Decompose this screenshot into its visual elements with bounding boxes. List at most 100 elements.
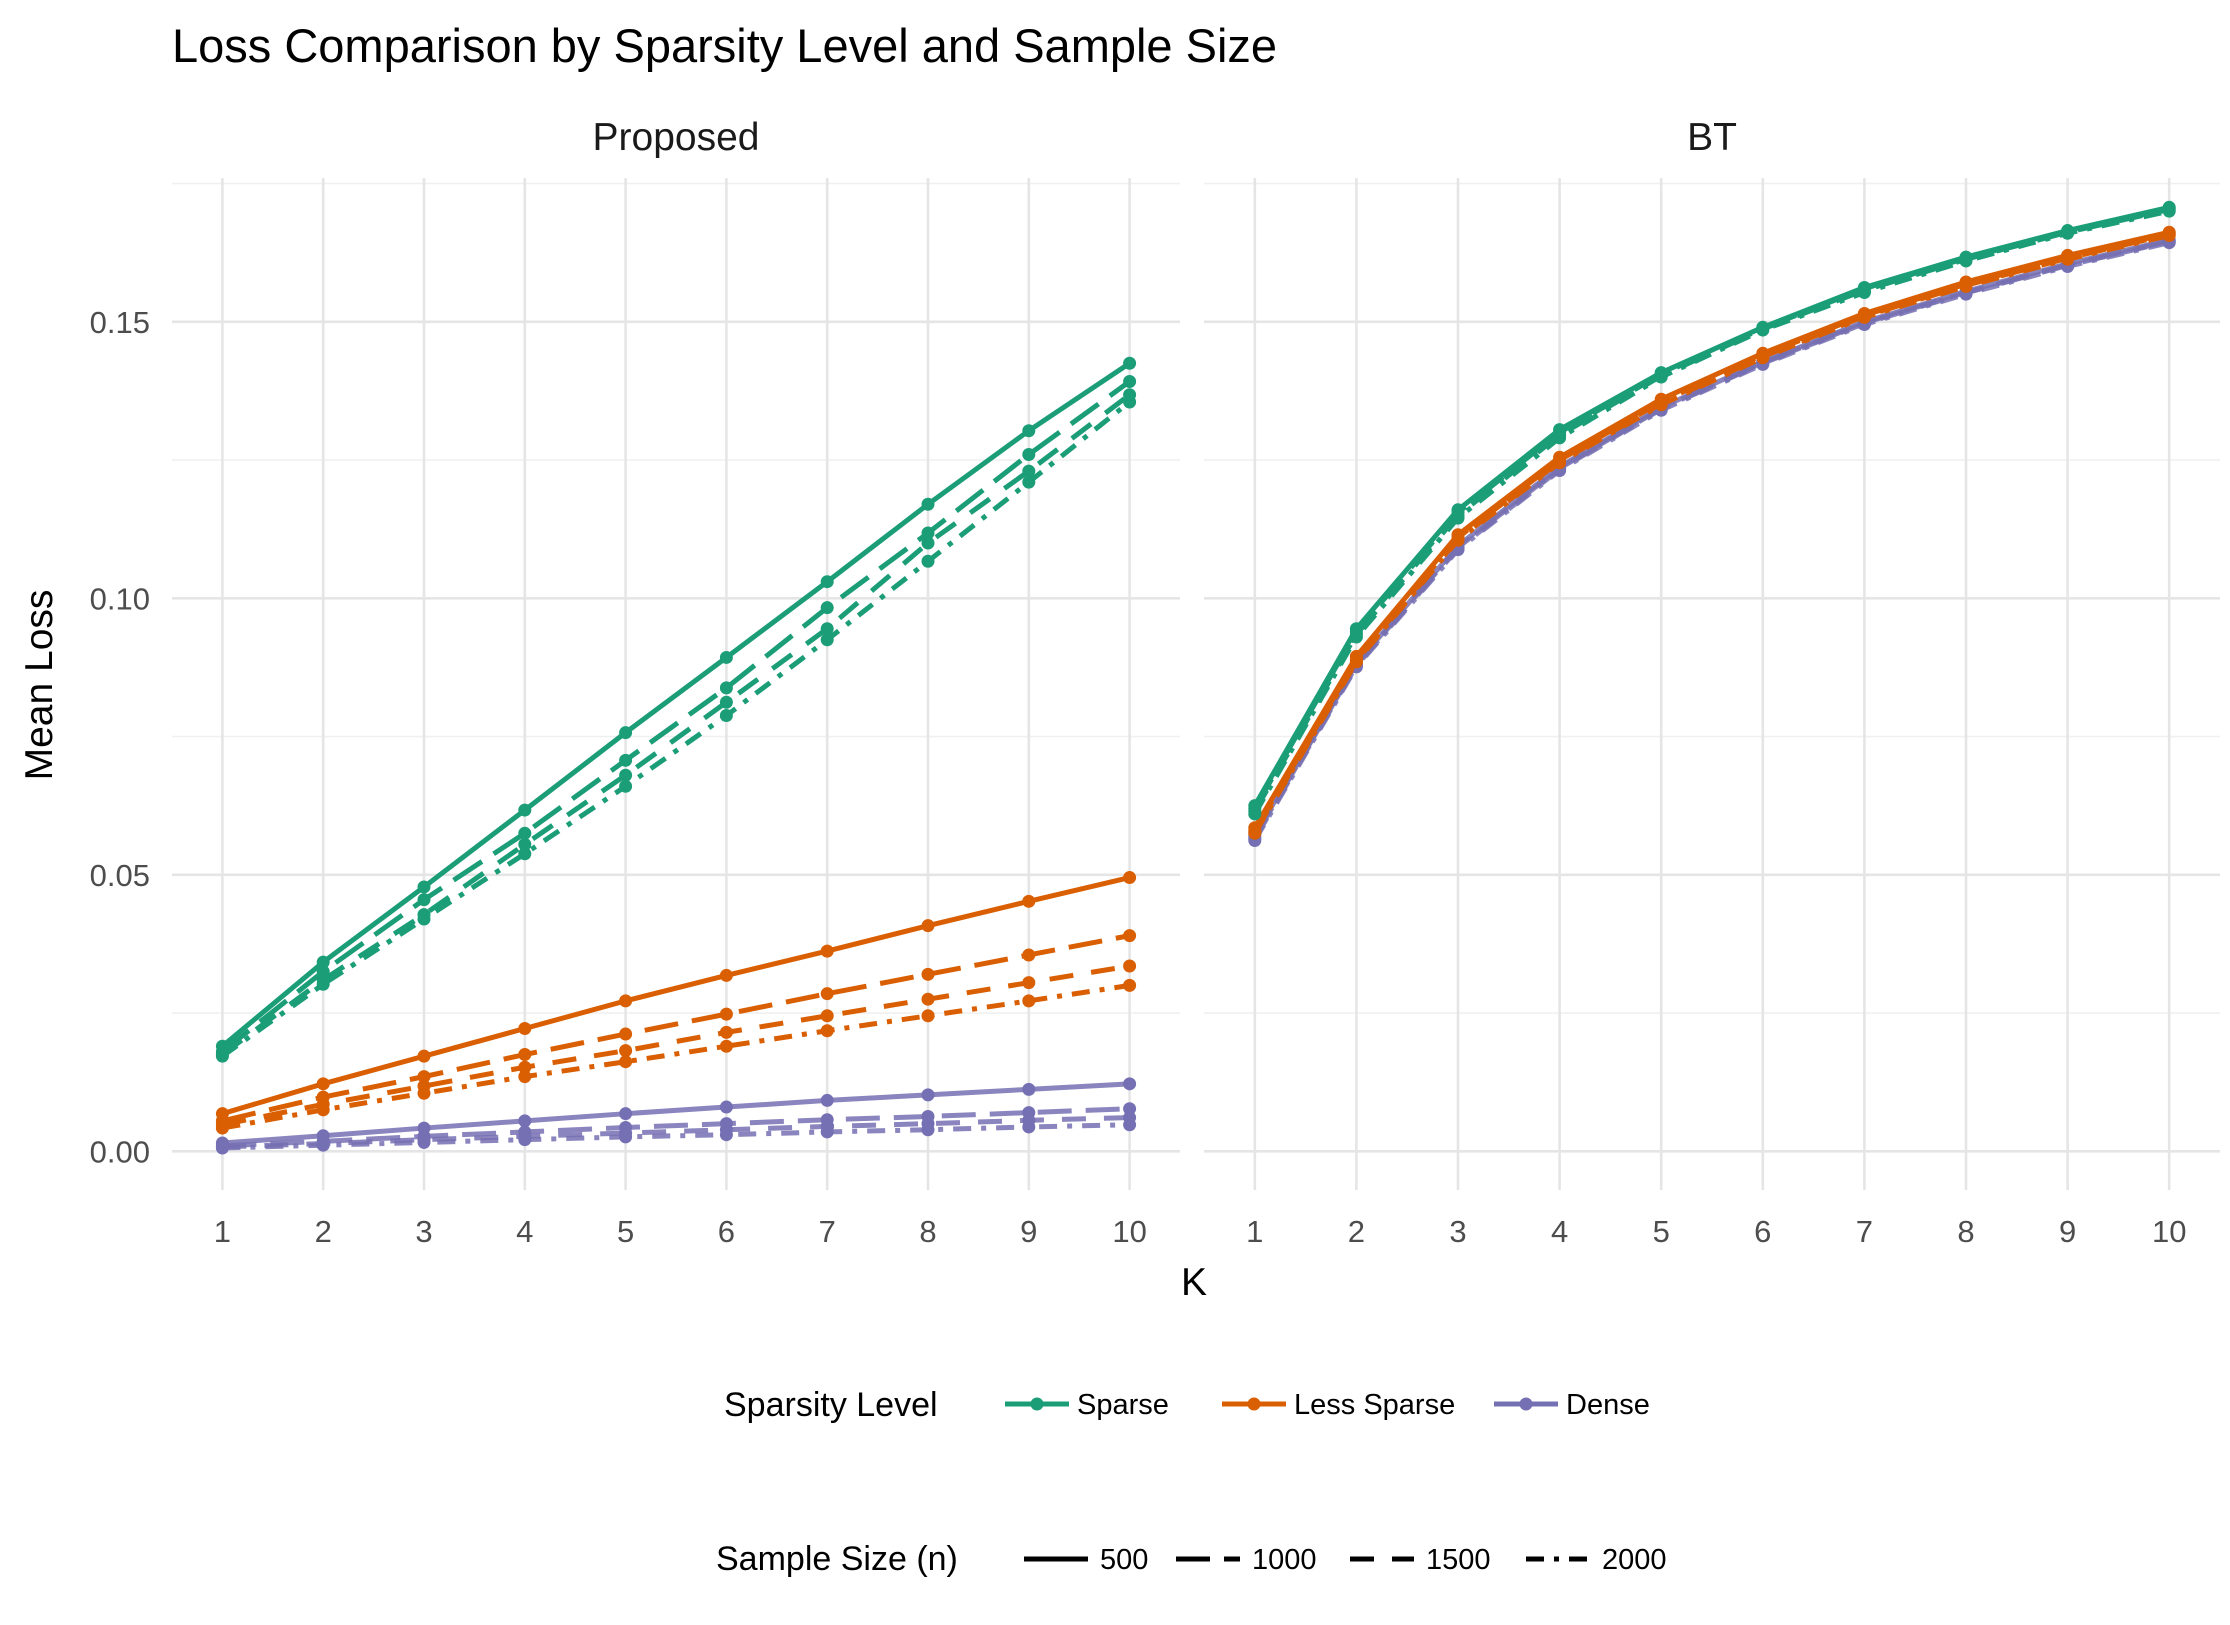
data-point — [921, 967, 935, 981]
data-point — [215, 1049, 229, 1063]
data-point — [619, 1055, 633, 1069]
x-tick-label: 3 — [415, 1214, 432, 1249]
data-point — [921, 554, 935, 568]
data-point — [820, 1093, 834, 1107]
y-axis-title: Mean Loss — [18, 590, 61, 781]
data-point — [1022, 464, 1036, 478]
legend-item-sparse: Sparse — [1005, 1389, 1169, 1421]
data-point — [1022, 424, 1036, 438]
data-point — [1451, 533, 1465, 547]
legend-size-title: Sample Size (n) — [716, 1540, 958, 1578]
series-proposed-dense-n2000 — [215, 1118, 1137, 1155]
legend-sample-size: Sample Size (n) 500 1000 1500 2000 — [716, 1540, 1667, 1578]
series-bt-sparse-n2000 — [1248, 204, 2176, 821]
data-point — [1959, 279, 1973, 293]
series-line — [221, 963, 1131, 1128]
y-tick-label: 0.15 — [90, 305, 150, 340]
data-point — [1756, 351, 1770, 365]
data-point — [1022, 994, 1036, 1008]
data-point — [1123, 356, 1137, 370]
data-point — [921, 1088, 935, 1102]
x-tick-label: 4 — [516, 1214, 533, 1249]
data-point — [1022, 976, 1036, 990]
data-point — [2162, 229, 2176, 243]
series-proposed-less-sparse-n2000 — [215, 978, 1137, 1135]
series-line — [221, 933, 1131, 1124]
series-proposed-sparse-n1500 — [215, 388, 1137, 1062]
series-line — [222, 1106, 1130, 1149]
data-point — [921, 919, 935, 933]
data-point — [417, 1086, 431, 1100]
data-point — [820, 987, 834, 1001]
data-point — [820, 944, 834, 958]
y-tick-label: 0.10 — [90, 581, 150, 616]
data-point — [417, 893, 431, 907]
data-point — [619, 1027, 633, 1041]
data-point — [921, 497, 935, 511]
data-point — [518, 1022, 532, 1036]
data-point — [1123, 395, 1137, 409]
x-tick-label: 5 — [1653, 1214, 1670, 1249]
data-point — [1553, 431, 1567, 445]
y-tick-label: 0.00 — [90, 1134, 150, 1169]
data-point — [619, 994, 633, 1008]
data-point — [719, 650, 733, 664]
x-tick-label: 6 — [1754, 1214, 1771, 1249]
data-point — [820, 1009, 834, 1023]
x-tick-label: 2 — [1348, 1214, 1365, 1249]
data-point — [518, 826, 532, 840]
panels: Proposed 1 2 3 4 5 6 7 8 9 10 0.00 0.05 0.10 0.15 BT 1 2 3… — [90, 116, 2220, 1249]
data-point — [921, 1123, 935, 1137]
data-point — [417, 1135, 431, 1149]
legend-key-point — [1030, 1397, 1044, 1411]
series-line — [1252, 231, 2170, 834]
data-point — [1022, 1082, 1036, 1096]
series-line — [1252, 237, 2170, 837]
data-point — [417, 880, 431, 894]
series-line — [220, 361, 1131, 1049]
series-line — [1252, 238, 2170, 839]
data-point — [1857, 310, 1871, 324]
series-line — [220, 400, 1132, 1059]
data-point — [1959, 254, 1973, 268]
data-point — [1022, 1120, 1036, 1134]
data-point — [1123, 1118, 1137, 1132]
x-tick-label: 1 — [1246, 1214, 1263, 1249]
legend-sparsity: Sparsity Level Sparse Less Sparse Dense — [724, 1386, 1650, 1424]
series-line — [1252, 204, 2170, 807]
data-point — [1022, 894, 1036, 908]
data-point — [215, 1121, 229, 1135]
legend-item-dense: Dense — [1494, 1389, 1650, 1421]
series-line — [222, 1122, 1130, 1151]
data-point — [619, 768, 633, 782]
series-proposed-less-sparse-n500 — [215, 871, 1137, 1121]
data-point — [1123, 959, 1137, 973]
data-point — [518, 837, 532, 851]
panel-bt: BT 1 2 3 4 5 6 7 8 9 10 — [1204, 116, 2220, 1249]
facet-label-proposed: Proposed — [593, 116, 760, 159]
data-point — [316, 1077, 330, 1091]
data-point — [719, 968, 733, 982]
series-bt-less-sparse-n2000 — [1248, 229, 2176, 840]
series-bt-sparse-n1500 — [1248, 203, 2176, 818]
panel-proposed: Proposed 1 2 3 4 5 6 7 8 9 10 0.00 0.05 0.10 0.15 — [90, 116, 1180, 1249]
x-tick-label: 6 — [718, 1214, 735, 1249]
data-point — [1248, 826, 1262, 840]
data-point — [417, 1070, 431, 1084]
x-tick-label: 8 — [919, 1214, 936, 1249]
series-line — [1252, 239, 2170, 841]
data-point — [518, 847, 532, 861]
data-point — [1022, 475, 1036, 489]
data-point — [719, 1100, 733, 1114]
series-line — [222, 1115, 1130, 1150]
x-tick-label: 5 — [617, 1214, 634, 1249]
data-point — [921, 992, 935, 1006]
data-point — [719, 695, 733, 709]
legend-label-n1000: 1000 — [1252, 1544, 1317, 1576]
data-point — [1349, 630, 1363, 644]
series-bt-dense-n1500 — [1248, 235, 2176, 846]
x-tick-label: 7 — [1856, 1214, 1873, 1249]
data-point — [619, 1044, 633, 1058]
series-bt-sparse-n1000 — [1248, 201, 2176, 815]
